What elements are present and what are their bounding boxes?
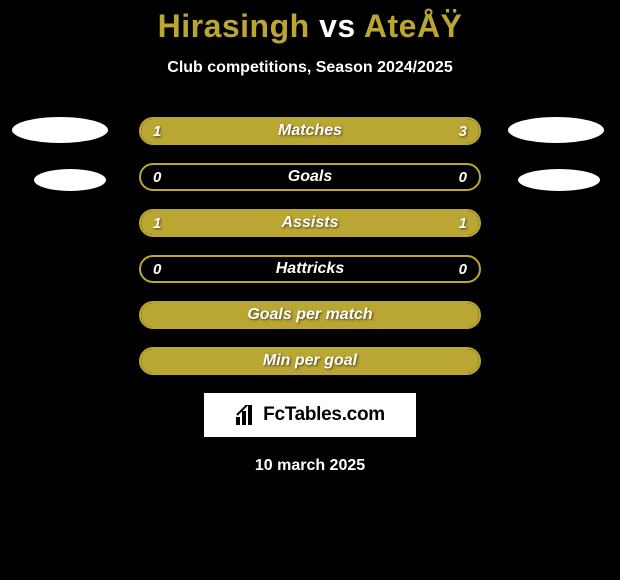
fctables-logo[interactable]: FcTables.com xyxy=(204,393,416,437)
stat-bar-label: Goals per match xyxy=(141,303,479,327)
stat-bars-column: 13Matches 00Goals 11Assists 00Hattricks Goal… xyxy=(139,117,481,375)
page-title: Hirasingh vs AteÅŸ xyxy=(0,0,620,45)
stat-bar: 00Goals xyxy=(139,163,481,191)
subtitle: Club competitions, Season 2024/2025 xyxy=(0,59,620,77)
logo-text: FcTables.com xyxy=(263,404,385,426)
bar-chart-icon xyxy=(235,405,257,425)
stat-bar: Goals per match xyxy=(139,301,481,329)
date-line: 10 march 2025 xyxy=(0,457,620,475)
player-oval xyxy=(508,117,604,143)
stat-bar-label: Assists xyxy=(141,211,479,235)
title-player1: Hirasingh xyxy=(158,8,310,44)
stat-bar-label: Goals xyxy=(141,165,479,189)
player-oval xyxy=(12,117,108,143)
title-player2: AteÅŸ xyxy=(364,8,463,44)
title-vs: vs xyxy=(310,8,364,44)
stat-bar: 13Matches xyxy=(139,117,481,145)
comparison-area: 13Matches 00Goals 11Assists 00Hattricks Goal… xyxy=(0,117,620,375)
player-oval xyxy=(34,169,106,191)
stat-bar: 11Assists xyxy=(139,209,481,237)
stat-bar-label: Hattricks xyxy=(141,257,479,281)
stat-bar: Min per goal xyxy=(139,347,481,375)
player-oval xyxy=(518,169,600,191)
stat-bar-label: Min per goal xyxy=(141,349,479,373)
stat-bar-label: Matches xyxy=(141,119,479,143)
stat-bar: 00Hattricks xyxy=(139,255,481,283)
